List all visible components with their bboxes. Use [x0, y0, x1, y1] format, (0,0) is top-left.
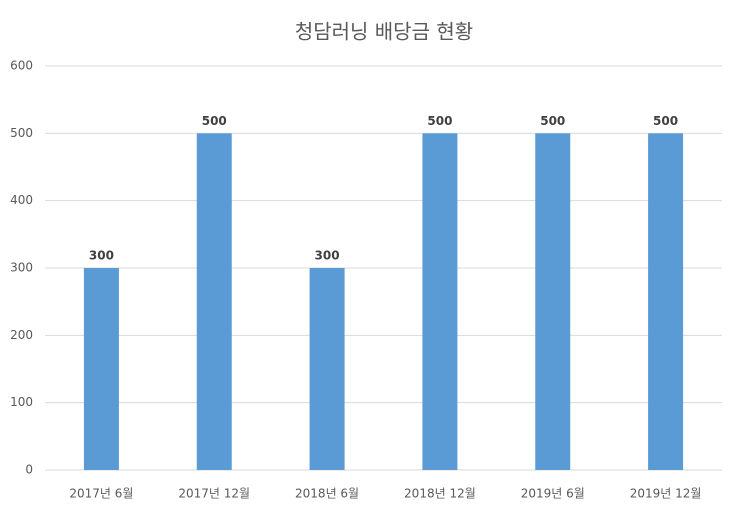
bar: [535, 133, 571, 471]
bar: [422, 133, 458, 471]
data-label: 500: [202, 114, 227, 128]
data-label: 300: [315, 249, 340, 263]
data-label: 500: [427, 114, 452, 128]
x-tick-label: 2018년 12월: [404, 487, 476, 501]
y-tick-label: 100: [10, 395, 33, 409]
x-tick-label: 2017년 12월: [178, 487, 250, 501]
bar: [196, 133, 232, 471]
data-label: 500: [540, 114, 565, 128]
x-tick-label: 2017년 6월: [69, 487, 133, 501]
bar: [648, 133, 684, 471]
chart-title: 청담러닝 배당금 현황: [295, 20, 473, 44]
data-label: 300: [89, 249, 114, 263]
x-tick-label: 2018년 6월: [295, 487, 359, 501]
y-tick-label: 400: [10, 193, 33, 207]
y-tick-label: 500: [10, 126, 33, 140]
y-tick-label: 200: [10, 328, 33, 342]
y-tick-label: 0: [25, 463, 33, 477]
y-tick-label: 300: [10, 261, 33, 275]
y-tick-label: 600: [10, 59, 33, 73]
x-tick-label: 2019년 12월: [630, 487, 702, 501]
x-tick-label: 2019년 6월: [521, 487, 585, 501]
data-label: 500: [653, 114, 678, 128]
bar: [83, 268, 119, 470]
bar: [309, 268, 345, 470]
